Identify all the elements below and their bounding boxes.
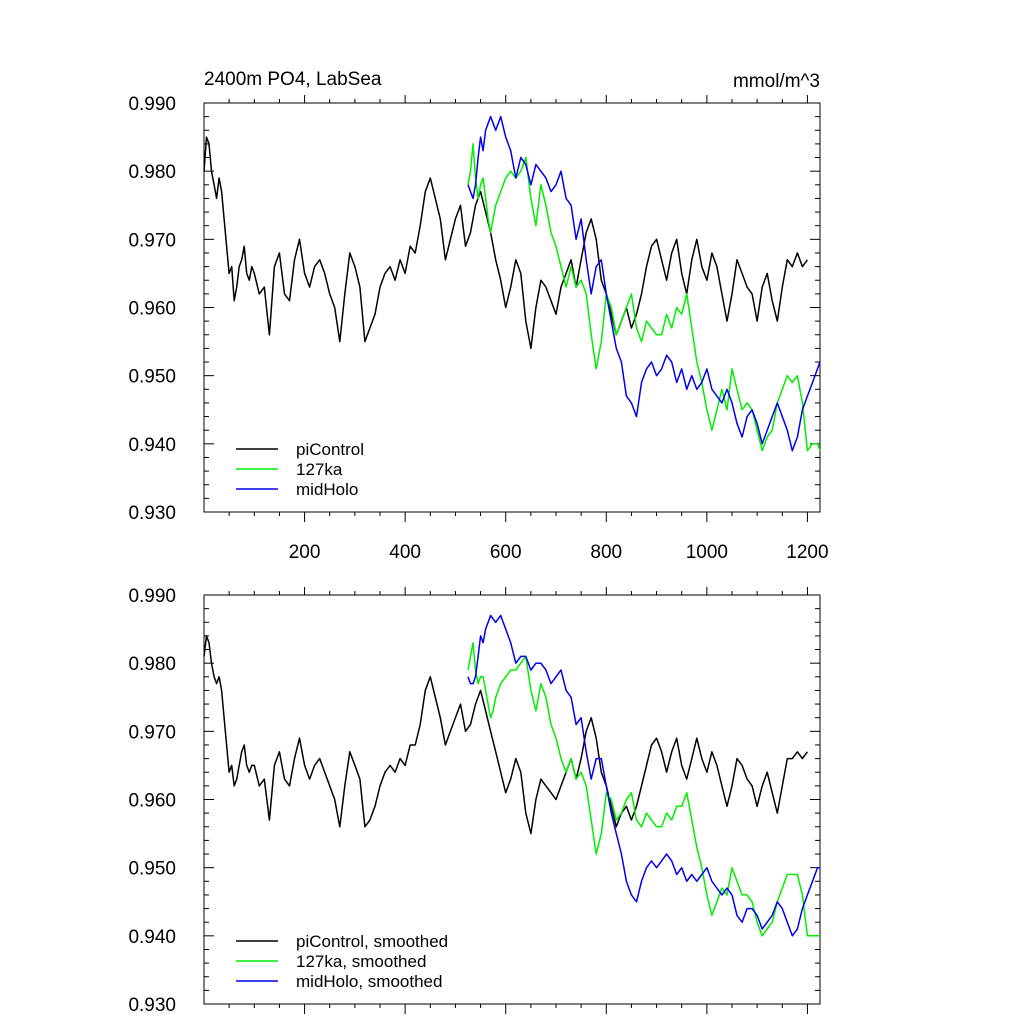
- units-label: mmol/m^3: [733, 71, 820, 92]
- series-line-picontrol-smoothed: [203, 635, 809, 835]
- y-tick-label: 0.990: [128, 94, 176, 115]
- series-line-picontrol: [203, 136, 809, 350]
- y-tick-label: 0.970: [128, 230, 176, 251]
- y-tick-label: 0.970: [128, 722, 176, 743]
- series-line-midholo-smoothed: [467, 614, 820, 937]
- y-tick-label: 0.950: [128, 859, 176, 880]
- y-tick-label: 0.940: [128, 435, 176, 456]
- y-tick-label: 0.960: [128, 791, 176, 812]
- x-tick-label: 600: [490, 542, 522, 563]
- x-tick-label: 800: [590, 542, 622, 563]
- x-tick-label: 1200: [786, 542, 828, 563]
- y-tick-label: 0.940: [128, 927, 176, 948]
- legend-label: midHolo, smoothed: [296, 972, 442, 991]
- legend-label: piControl: [296, 440, 364, 459]
- series-line-127ka: [467, 143, 821, 452]
- x-tick-label: 200: [289, 542, 321, 563]
- x-tick-label: 400: [389, 542, 421, 563]
- y-tick-label: 0.990: [128, 586, 176, 607]
- y-tick-label: 0.960: [128, 299, 176, 320]
- chart-title: 2400m PO4, LabSea: [204, 69, 382, 90]
- legend-label: 127ka, smoothed: [296, 952, 426, 971]
- series-line-127ka-smoothed: [467, 641, 820, 937]
- series-line-midholo: [467, 115, 821, 452]
- legend-label: midHolo: [296, 480, 358, 499]
- y-tick-label: 0.930: [128, 995, 176, 1016]
- top-panel: 0.930 0.940 0.950 0.960 0.970 0.980 0.990 200 40…: [128, 94, 828, 563]
- y-tick-label: 0.950: [128, 367, 176, 388]
- y-tick-label: 0.930: [128, 503, 176, 524]
- bottom-panel: 0.930 0.940 0.950 0.960 0.970 0.980 0.990 piCon…: [128, 586, 821, 1016]
- legend-label: 127ka: [296, 460, 343, 479]
- x-tick-label: 1000: [686, 542, 728, 563]
- y-tick-label: 0.980: [128, 162, 176, 183]
- y-tick-label: 0.980: [128, 654, 176, 675]
- legend-label: piControl, smoothed: [296, 932, 448, 951]
